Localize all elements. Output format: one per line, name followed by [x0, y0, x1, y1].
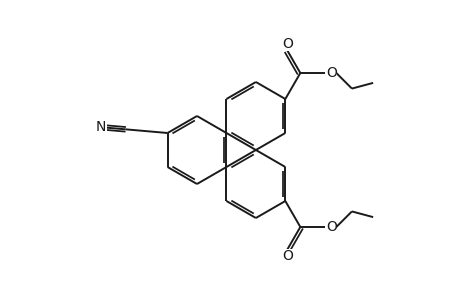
Text: N: N: [95, 120, 106, 134]
Text: O: O: [325, 220, 336, 234]
Text: O: O: [281, 250, 292, 263]
Text: O: O: [325, 66, 336, 80]
Text: O: O: [281, 37, 292, 50]
